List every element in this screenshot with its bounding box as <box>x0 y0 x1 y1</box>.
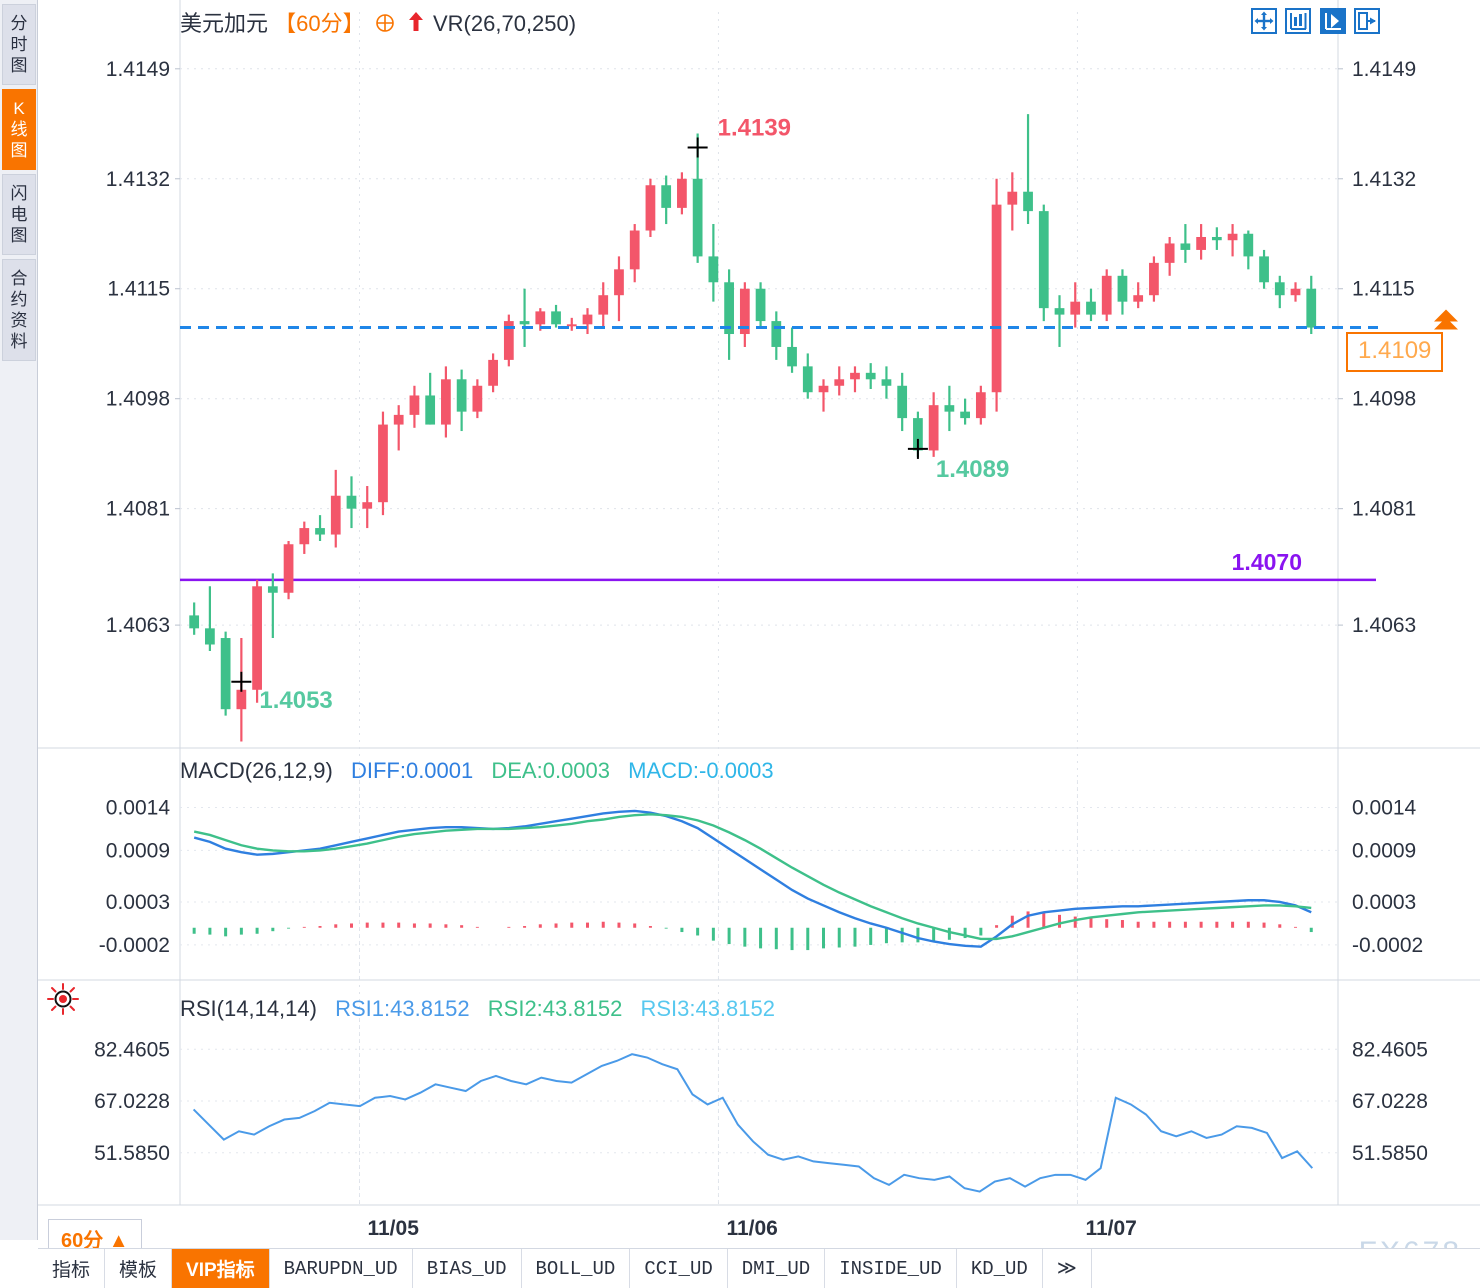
rsi-header: RSI(14,14,14) RSI1:43.8152 RSI2:43.8152 … <box>180 996 775 1022</box>
svg-text:1.4132: 1.4132 <box>1352 168 1416 191</box>
chart-align-left-icon[interactable] <box>1285 8 1312 34</box>
sidebar-item-contract-info[interactable]: 合约资料 <box>2 259 36 361</box>
rsi-title: RSI(14,14,14) <box>180 996 317 1021</box>
svg-text:1.4053: 1.4053 <box>259 687 332 714</box>
macd-title: MACD(26,12,9) <box>180 758 333 783</box>
svg-text:1.4149: 1.4149 <box>1352 58 1416 81</box>
svg-text:67.0228: 67.0228 <box>1352 1090 1428 1113</box>
crosshair-move-icon[interactable] <box>1250 8 1277 34</box>
up-arrow-icon[interactable] <box>407 11 425 39</box>
sidebar-label-lightning: 闪电图 <box>10 184 28 245</box>
chart-align-right-icon[interactable] <box>1319 8 1346 34</box>
rsi3-value: RSI3:43.8152 <box>640 996 775 1021</box>
svg-text:1.4139: 1.4139 <box>718 114 791 141</box>
symbol-label: 美元加元 <box>180 11 269 36</box>
macd-macd-value: MACD:-0.0003 <box>628 758 774 783</box>
svg-text:1.4063: 1.4063 <box>1352 614 1416 637</box>
tab-barupdn-ud[interactable]: BARUPDN_UD <box>270 1249 413 1288</box>
macd-diff-value: DIFF:0.0001 <box>350 758 474 783</box>
timeframe-label: 60分 ▲ <box>61 1230 129 1252</box>
svg-text:1.4115: 1.4115 <box>107 278 170 301</box>
svg-text:51.5850: 51.5850 <box>94 1142 170 1165</box>
svg-text:1.4098: 1.4098 <box>1352 388 1416 411</box>
sidebar-item-lightning-chart[interactable]: 闪电图 <box>2 174 36 255</box>
svg-text:0.0014: 0.0014 <box>106 796 171 819</box>
svg-text:11/05: 11/05 <box>367 1217 419 1240</box>
rsi1-value: RSI1:43.8152 <box>335 996 470 1021</box>
chart-tool-buttons <box>1250 8 1380 34</box>
svg-text:1.4115: 1.4115 <box>1352 278 1415 301</box>
sidebar-label-kline: K线图 <box>10 99 28 160</box>
svg-text:51.5850: 51.5850 <box>1352 1142 1428 1165</box>
svg-text:11/07: 11/07 <box>1085 1217 1136 1240</box>
macd-dea-value: DEA:0.0003 <box>491 758 611 783</box>
indicator-label: VR(26,70,250) <box>433 11 577 36</box>
chart-exit-icon[interactable] <box>1354 8 1380 34</box>
svg-text:0.0003: 0.0003 <box>1352 891 1416 914</box>
toolbar-filler <box>1092 1249 1480 1288</box>
chart-canvas[interactable]: 1.4149 1.4149 1.4132 1.4132 1.4115 1.4115 1.40… <box>38 0 1480 1240</box>
bottom-toolbar[interactable]: 指标 模板 VIP指标 BARUPDN_UD BIAS_UD BOLL_UD CCI_UD D… <box>38 1248 1480 1288</box>
svg-text:82.4605: 82.4605 <box>94 1038 170 1061</box>
svg-text:1.4132: 1.4132 <box>106 168 170 191</box>
alert-sun-icon[interactable] <box>46 982 80 1016</box>
tab-dmi-ud[interactable]: DMI_UD <box>728 1249 826 1288</box>
tab-cci-ud[interactable]: CCI_UD <box>630 1249 728 1288</box>
sidebar-label-contract: 合约资料 <box>10 269 28 351</box>
svg-text:11/06: 11/06 <box>726 1217 777 1240</box>
svg-text:1.4070: 1.4070 <box>1232 549 1302 575</box>
svg-text:0.0009: 0.0009 <box>106 839 170 862</box>
macd-header: MACD(26,12,9) DIFF:0.0001 DEA:0.0003 MAC… <box>180 758 774 784</box>
rsi2-value: RSI2:43.8152 <box>487 996 623 1021</box>
svg-text:-0.0002: -0.0002 <box>99 934 170 957</box>
svg-text:1.4149: 1.4149 <box>106 58 170 81</box>
tab-boll-ud[interactable]: BOLL_UD <box>522 1249 631 1288</box>
period-label: 【60分】 <box>274 11 365 36</box>
svg-text:82.4605: 82.4605 <box>1352 1038 1428 1061</box>
circle-plus-icon[interactable] <box>375 13 395 39</box>
sidebar-item-timeshare-chart[interactable]: 分时图 <box>2 4 36 85</box>
svg-text:1.4081: 1.4081 <box>106 498 170 521</box>
chart-header: 美元加元 【60分】 VR(26,70,250) <box>180 6 576 39</box>
svg-text:1.4098: 1.4098 <box>106 388 170 411</box>
tab-more[interactable]: ≫ <box>1043 1249 1092 1288</box>
svg-text:1.4089: 1.4089 <box>936 456 1009 483</box>
sidebar-item-k-line-chart[interactable]: K线图 <box>2 89 36 170</box>
svg-text:1.4081: 1.4081 <box>1352 498 1416 521</box>
tab-kd-ud[interactable]: KD_UD <box>957 1249 1043 1288</box>
chart-area[interactable]: 1.4149 1.4149 1.4132 1.4132 1.4115 1.4115 1.40… <box>38 0 1480 1240</box>
tab-vip-indicators[interactable]: VIP指标 <box>172 1249 270 1288</box>
svg-text:-0.0002: -0.0002 <box>1352 934 1423 957</box>
sidebar-label-timeshare: 分时图 <box>10 14 28 75</box>
current-price-tag[interactable]: 1.4109 <box>1346 331 1444 372</box>
svg-text:0.0003: 0.0003 <box>106 891 170 914</box>
svg-text:1.4063: 1.4063 <box>106 614 170 637</box>
svg-text:67.0228: 67.0228 <box>94 1090 170 1113</box>
left-sidebar: 分时图 K线图 闪电图 合约资料 <box>0 0 38 1240</box>
timeframe-button[interactable]: 60分 ▲ <box>48 1219 142 1258</box>
tab-indicators[interactable]: 指标 <box>38 1249 106 1288</box>
tab-inside-ud[interactable]: INSIDE_UD <box>825 1249 957 1288</box>
svg-text:0.0014: 0.0014 <box>1352 796 1417 819</box>
tab-templates[interactable]: 模板 <box>105 1249 173 1288</box>
svg-text:0.0009: 0.0009 <box>1352 839 1416 862</box>
current-price-value: 1.4109 <box>1358 336 1432 364</box>
tab-bias-ud[interactable]: BIAS_UD <box>413 1249 522 1288</box>
